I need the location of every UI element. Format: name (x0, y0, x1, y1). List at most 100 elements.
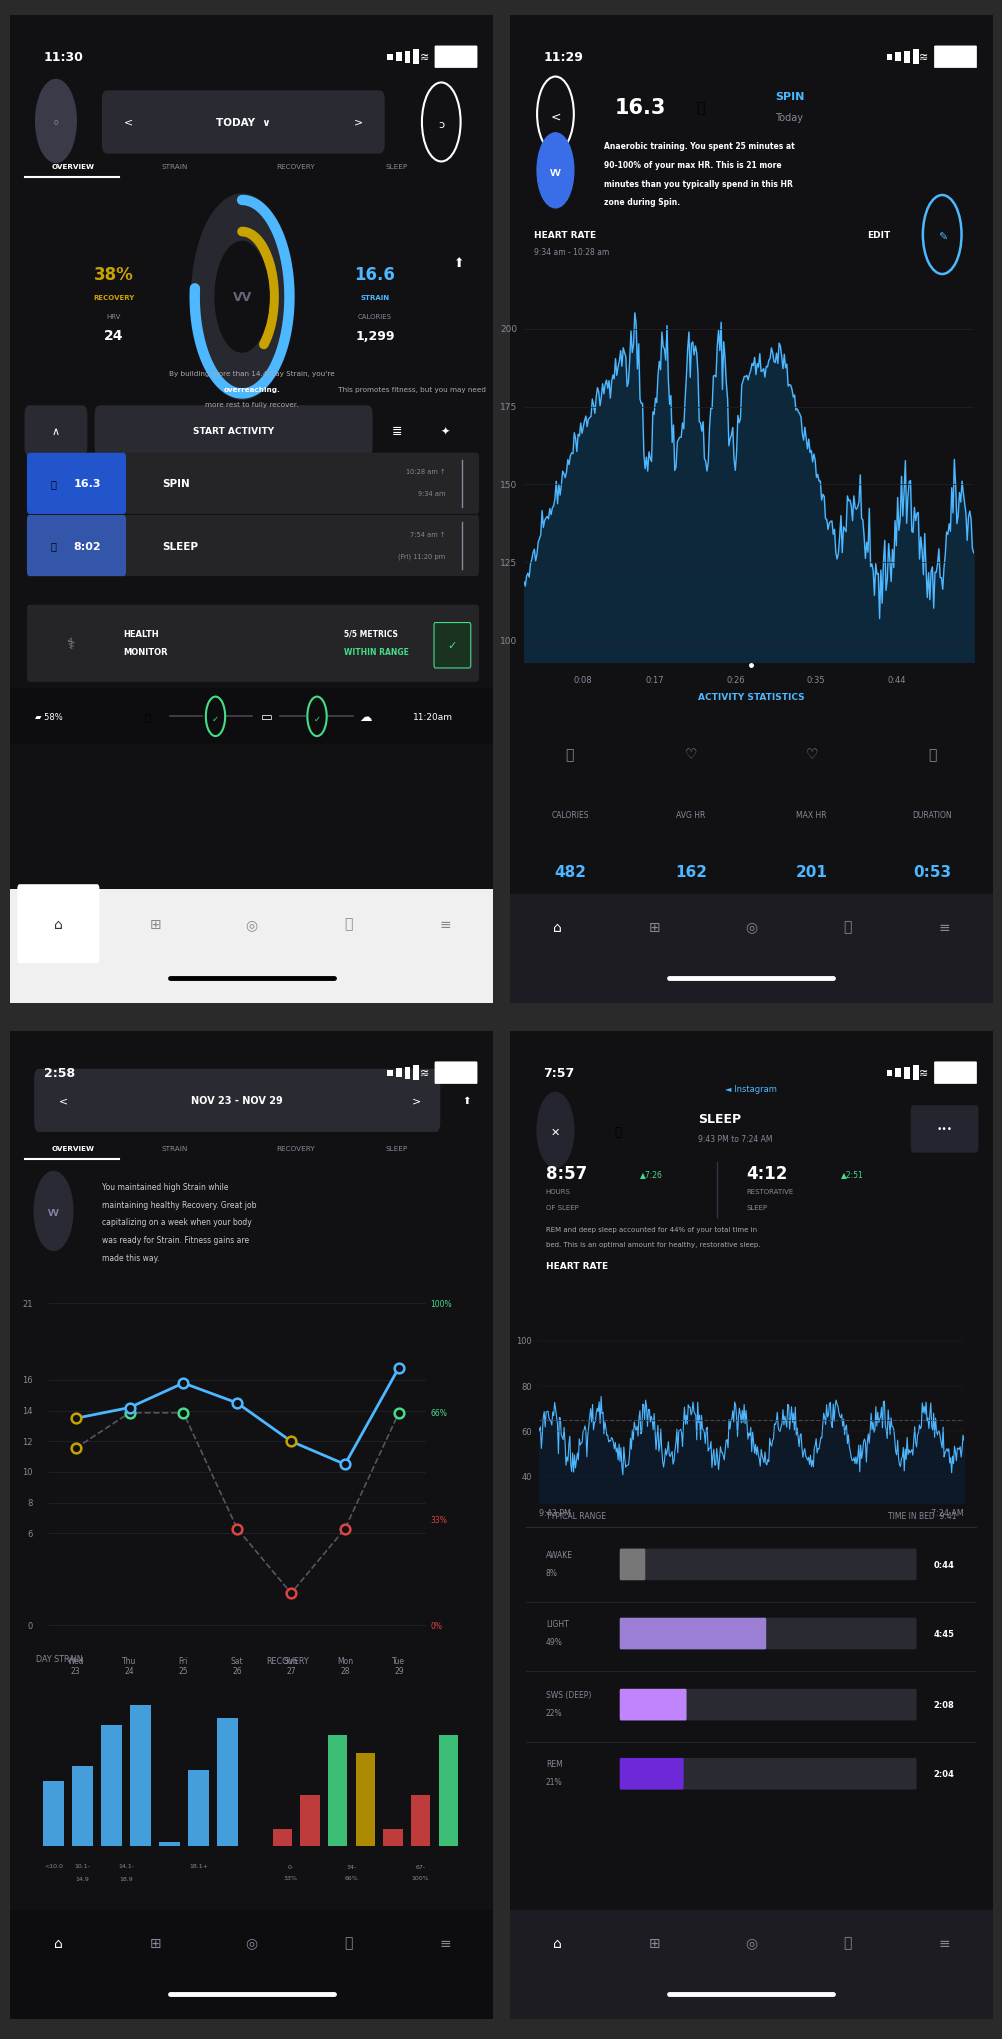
Bar (72, 1766, 92, 1845)
Text: 38%: 38% (94, 265, 133, 283)
Text: NOV 23 - NOV 29: NOV 23 - NOV 29 (191, 1095, 283, 1105)
Text: 0:08: 0:08 (572, 675, 591, 685)
Text: AVG HR: AVG HR (675, 812, 704, 820)
Text: 100: 100 (500, 636, 517, 646)
Text: HEART RATE: HEART RATE (545, 1262, 607, 1270)
Text: ⊞: ⊞ (149, 1935, 160, 1949)
Text: 12: 12 (22, 1437, 32, 1446)
Text: RECOVERY: RECOVERY (266, 1656, 309, 1664)
FancyBboxPatch shape (619, 1617, 766, 1650)
Text: ◎: ◎ (245, 918, 258, 932)
Text: >: > (411, 1095, 420, 1105)
Text: (Fri) 11:20 pm: (Fri) 11:20 pm (398, 553, 445, 559)
Text: 175: 175 (500, 404, 517, 412)
Text: Sat
26: Sat 26 (230, 1656, 243, 1676)
Text: ▭: ▭ (261, 710, 272, 724)
Text: MONITOR: MONITOR (123, 646, 168, 657)
Bar (895, 1068, 900, 1079)
Text: Wed
23: Wed 23 (67, 1656, 84, 1676)
Text: >: > (353, 118, 363, 128)
Text: 162: 162 (674, 865, 706, 879)
Text: SPIN: SPIN (162, 479, 189, 489)
Text: 66%: 66% (430, 1409, 447, 1417)
Text: 10.1-: 10.1- (74, 1864, 90, 1868)
Text: ✓: ✓ (314, 714, 321, 724)
Text: 125: 125 (500, 559, 517, 567)
Bar (903, 51, 909, 63)
Text: HOURS: HOURS (545, 1189, 570, 1195)
Text: ⊞: ⊞ (149, 918, 160, 932)
Text: REM: REM (545, 1760, 562, 1768)
Text: ⌂: ⌂ (54, 1935, 63, 1949)
Text: 200: 200 (500, 324, 517, 334)
Text: 11:30: 11:30 (44, 51, 83, 65)
Text: SLEEP: SLEEP (162, 540, 198, 551)
Text: HEART RATE: HEART RATE (533, 230, 595, 241)
Text: STRAIN: STRAIN (161, 165, 187, 171)
Text: ♡: ♡ (805, 748, 817, 763)
Text: 8: 8 (27, 1499, 32, 1507)
Text: ▲2:51: ▲2:51 (840, 1168, 863, 1179)
Text: Fri
25: Fri 25 (178, 1656, 188, 1676)
Bar (404, 51, 410, 63)
Circle shape (36, 80, 76, 163)
Bar (413, 1066, 419, 1081)
Text: ✕: ✕ (550, 1128, 559, 1138)
Text: 482: 482 (553, 865, 585, 879)
Text: SLEEP: SLEEP (386, 165, 408, 171)
FancyBboxPatch shape (24, 406, 87, 457)
Text: 40: 40 (521, 1472, 532, 1480)
FancyBboxPatch shape (27, 453, 479, 514)
Text: ⏱: ⏱ (928, 748, 936, 763)
FancyBboxPatch shape (499, 0, 1002, 1024)
Text: 10:28 am ↑: 10:28 am ↑ (405, 469, 445, 475)
Bar (912, 51, 918, 65)
Text: WITHIN RANGE: WITHIN RANGE (344, 646, 408, 657)
Bar (130, 1705, 150, 1845)
FancyBboxPatch shape (27, 453, 126, 514)
FancyBboxPatch shape (619, 1688, 686, 1721)
Text: maintaining healthy Recovery. Great job: maintaining healthy Recovery. Great job (102, 1199, 257, 1209)
Text: ⌂: ⌂ (553, 1935, 562, 1949)
Text: 🌙: 🌙 (614, 1126, 621, 1140)
FancyBboxPatch shape (102, 92, 385, 155)
Text: 2:04: 2:04 (933, 1770, 953, 1778)
Text: 14.1-: 14.1- (118, 1864, 134, 1868)
Text: ⊞: ⊞ (648, 920, 659, 934)
Text: ≣: ≣ (391, 426, 402, 438)
Text: zone during Spin.: zone during Spin. (603, 198, 679, 208)
Text: 33%: 33% (284, 1876, 298, 1880)
Bar (509, 895, 992, 1003)
Bar (273, 1829, 292, 1845)
Text: 👥: 👥 (344, 1935, 353, 1949)
Text: ⬆: ⬆ (454, 257, 464, 269)
Bar (101, 1725, 121, 1845)
Text: 14.9: 14.9 (75, 1876, 89, 1882)
FancyBboxPatch shape (434, 624, 470, 669)
Bar (356, 1754, 375, 1845)
Text: ACTIVITY STATISTICS: ACTIVITY STATISTICS (697, 691, 804, 701)
Text: 0:44: 0:44 (933, 1560, 953, 1570)
Text: ▰ 58%: ▰ 58% (35, 712, 62, 722)
Text: VV: VV (48, 1209, 59, 1217)
Text: ✓: ✓ (447, 640, 457, 650)
Bar (43, 1782, 64, 1845)
Text: OF SLEEP: OF SLEEP (545, 1205, 578, 1211)
Text: OVERVIEW: OVERVIEW (51, 1146, 94, 1152)
Bar (159, 1841, 179, 1845)
Text: ◎: ◎ (245, 1935, 258, 1949)
Text: 9:34 am: 9:34 am (417, 491, 445, 498)
FancyBboxPatch shape (27, 516, 126, 577)
Text: ≋: ≋ (918, 1068, 928, 1079)
FancyBboxPatch shape (0, 1011, 503, 2039)
Text: HEALTH: HEALTH (123, 630, 159, 638)
Text: CALORIES: CALORIES (551, 812, 588, 820)
Text: START ACTIVITY: START ACTIVITY (193, 428, 275, 436)
Text: <: < (58, 1095, 68, 1105)
Text: ✦: ✦ (440, 426, 449, 436)
FancyBboxPatch shape (0, 0, 503, 1024)
Text: ⊞: ⊞ (648, 1935, 659, 1949)
Text: 33%: 33% (430, 1515, 447, 1523)
FancyBboxPatch shape (619, 1758, 916, 1790)
Bar (912, 1066, 918, 1081)
